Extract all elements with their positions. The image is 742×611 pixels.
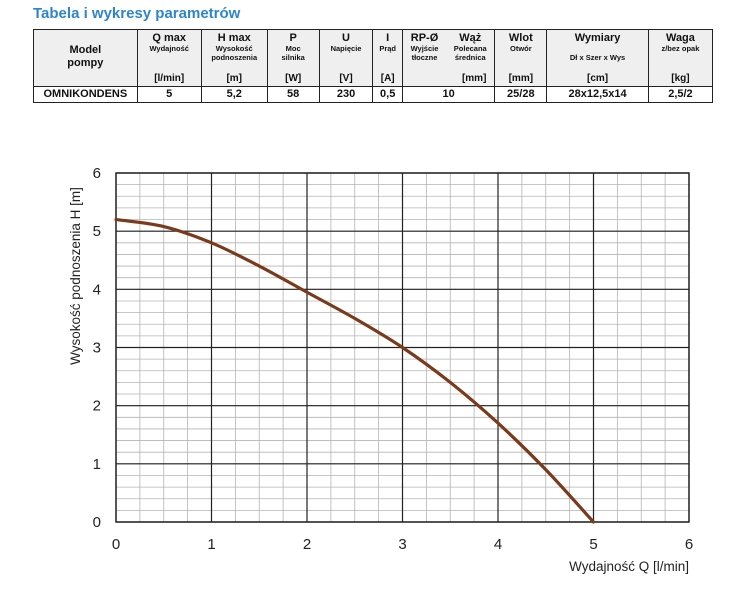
pump-curve-line-0 [114, 217, 596, 524]
header-p-sub2: silnika [281, 52, 305, 62]
header-wymiary-sub: Dł x Szer x Wys [569, 53, 626, 62]
x-tick-label: 3 [398, 536, 406, 553]
header-qmax-sub: Wydajność [149, 44, 189, 53]
header-u-unit: [V] [339, 73, 353, 84]
x-axis-ticks: 0 1 2 3 4 5 6 [112, 536, 693, 553]
y-tick-label: 4 [93, 281, 101, 298]
y-axis-label: Wysokość podnoszenia H [m] [68, 187, 83, 365]
header-u: U Napięcie [V] [318, 29, 374, 87]
header-hmax-sub2: podnoszenia [211, 52, 258, 62]
plot-frame [115, 172, 690, 523]
header-qmax-title: Q max [152, 32, 186, 44]
y-tick-label: 2 [93, 398, 101, 415]
cell-model: OMNIKONDENS [33, 86, 138, 103]
header-hose-sub: Polecana [453, 44, 487, 53]
cell-weight: 2,5/2 [647, 86, 714, 103]
y-tick-label: 0 [93, 514, 101, 531]
x-tick-label: 4 [494, 536, 502, 553]
header-wymiary-unit: [cm] [586, 73, 609, 84]
header-wlot: Wlot Otwór [mm] [494, 29, 548, 87]
cell-p: 58 [266, 86, 320, 103]
header-waga: Waga z/bez opak [kg] [647, 29, 714, 87]
header-rp: RP-Ø Wyjście tłoczne [411, 30, 439, 62]
cell-dims: 28x12,5x14 [546, 86, 649, 103]
header-i-unit: [A] [380, 73, 395, 84]
header-rp-sub2: tłoczne [411, 52, 438, 62]
header-hose: Wąż Polecana średnica [454, 30, 487, 62]
header-p-title: P [289, 32, 297, 44]
header-qmax: Q max Wydajność [l/min] [136, 29, 202, 87]
series-layer [114, 217, 596, 524]
x-tick-label: 5 [589, 536, 597, 553]
header-hmax: H max Wysokość podnoszenia [m] [200, 29, 268, 87]
x-tick-label: 2 [303, 536, 311, 553]
header-wymiary: Wymiary Dł x Szer x Wys [cm] [546, 29, 649, 87]
header-i: I Prąd [A] [372, 29, 403, 87]
header-u-sub: Napięcie [330, 44, 362, 53]
header-waga-unit: [kg] [671, 73, 690, 84]
table-row: OMNIKONDENS 5 5,2 58 230 0,5 10 25/28 28… [33, 86, 714, 103]
header-p: P Moc silnika [W] [266, 29, 320, 87]
header-wlot-unit: [mm] [508, 73, 534, 84]
header-waga-sub: z/bez opak [661, 44, 700, 53]
header-i-sub: Prąd [379, 44, 397, 53]
x-tick-label: 6 [685, 536, 693, 553]
header-hmax-sub: Wysokość [215, 44, 253, 53]
x-tick-label: 0 [112, 536, 120, 553]
header-wlot-sub: Otwór [509, 44, 532, 53]
cell-hmax: 5,2 [200, 86, 268, 103]
header-wymiary-title: Wymiary [574, 32, 621, 44]
table-header-row: Model pompy Q max Wydajność [l/min] H ma… [33, 29, 714, 87]
header-model-line1: Model [69, 44, 102, 56]
header-model-line2: pompy [67, 57, 104, 69]
header-hose-unit: [mm] [461, 73, 487, 84]
header-rp-hose: RP-Ø Wyjście tłoczne Wąż Polecana średni… [401, 29, 496, 87]
header-hmax-unit: [m] [226, 73, 243, 84]
header-u-title: U [342, 32, 350, 44]
header-p-unit: [W] [285, 73, 302, 84]
header-hmax-title: H max [217, 32, 251, 44]
header-qmax-unit: [l/min] [154, 73, 185, 84]
parameters-table: Model pompy Q max Wydajność [l/min] H ma… [33, 29, 714, 103]
cell-hose: 10 [401, 86, 496, 103]
header-p-sub: Moc [285, 44, 301, 53]
y-tick-label: 6 [93, 165, 101, 182]
y-tick-label: 1 [93, 456, 101, 473]
header-wlot-title: Wlot [508, 32, 533, 44]
cell-u: 230 [318, 86, 374, 103]
y-axis-ticks: 0 1 2 3 4 5 6 [93, 165, 101, 531]
cell-inlet: 25/28 [494, 86, 548, 103]
header-hose-title: Wąż [459, 32, 482, 44]
page-title: Tabela i wykresy parametrów [33, 5, 241, 22]
y-tick-label: 3 [93, 340, 101, 357]
header-hose-sub2: średnica [454, 52, 486, 62]
major-grid [115, 172, 690, 523]
header-waga-title: Waga [665, 32, 695, 44]
cell-i: 0,5 [372, 86, 403, 103]
header-rp-sub: Wyjście [410, 44, 439, 53]
header-i-title: I [386, 32, 390, 44]
y-tick-label: 5 [93, 223, 101, 240]
x-axis-label: Wydajność Q [l/min] [569, 559, 689, 574]
x-tick-label: 1 [207, 536, 215, 553]
header-rp-title: RP-Ø [410, 32, 439, 44]
